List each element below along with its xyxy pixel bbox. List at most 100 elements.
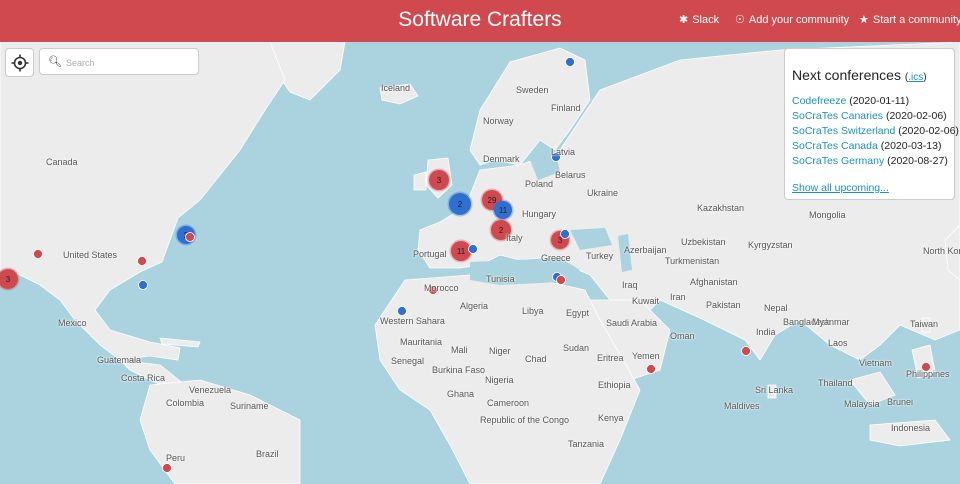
community-marker[interactable] — [556, 275, 566, 285]
community-marker[interactable] — [560, 229, 570, 239]
conference-link[interactable]: Codefreeze — [792, 95, 847, 107]
conference-date: (2020-01-11) — [849, 95, 910, 107]
map-label: Sweden — [516, 85, 549, 95]
conference-link[interactable]: SoCraTes Canaries — [792, 110, 884, 122]
community-marker[interactable] — [921, 362, 931, 372]
map-label: Saudi Arabia — [606, 318, 658, 328]
next-conferences-panel: Next conferences (.ics) Codefreeze (2020… — [784, 48, 959, 200]
map-label: Costa Rica — [121, 373, 166, 383]
community-marker[interactable] — [468, 244, 478, 254]
community-marker[interactable] — [33, 249, 43, 259]
map-label: Turkmenistan — [665, 256, 720, 266]
map-label: Kyrgyzstan — [748, 240, 793, 250]
slack-label: Slack — [692, 14, 720, 26]
community-marker[interactable] — [397, 306, 407, 316]
community-marker[interactable] — [185, 232, 195, 242]
search-input[interactable] — [64, 53, 198, 73]
map-label: Laos — [828, 338, 848, 348]
map-label: Nepal — [764, 303, 788, 313]
map-label: Maldives — [724, 401, 760, 411]
cluster-marker[interactable]: 3 — [427, 168, 451, 192]
map-label: Iran — [670, 292, 686, 302]
map-label: Uzbekistan — [681, 237, 726, 247]
map-label: Belarus — [555, 170, 586, 180]
conference-link[interactable]: SoCraTes Germany — [792, 155, 885, 167]
map-label: Nigeria — [485, 375, 514, 385]
add-community-link[interactable]: ☉ Add your community — [735, 0, 849, 42]
conference-date: (2020-03-13) — [880, 140, 942, 152]
show-all-link[interactable]: Show all upcoming... — [792, 182, 889, 194]
map-label: Algeria — [460, 301, 489, 311]
slack-link[interactable]: ✱ Slack — [679, 0, 719, 42]
cluster-count: 3 — [558, 236, 563, 245]
map-label: Thailand — [818, 378, 853, 388]
map-label: Canada — [46, 157, 78, 167]
community-marker[interactable] — [137, 256, 147, 266]
conference-link[interactable]: SoCraTes Canada — [792, 140, 878, 152]
map-label: Afghanistan — [690, 277, 738, 287]
cluster-count: 11 — [499, 206, 508, 215]
map-label: Guatemala — [97, 355, 142, 365]
map-label: Sudan — [563, 343, 590, 353]
cluster-marker[interactable]: 3 — [0, 267, 20, 291]
start-community-label: Start a community — [872, 14, 960, 26]
map-label: Bangladesh — [783, 317, 831, 327]
map-label: Denmark — [483, 154, 520, 164]
map-label: Republic of the Congo — [480, 415, 570, 425]
start-community-link[interactable]: ★ Start a community — [859, 0, 960, 42]
conference-item: SoCraTes Canaries (2020-02-06) — [792, 110, 947, 122]
conference-link[interactable]: SoCraTes Switzerland — [792, 125, 896, 137]
map-label: Mexico — [58, 318, 87, 328]
map-label: Western Sahara — [380, 316, 445, 326]
conference-item: SoCraTes Germany (2020-08-27) — [792, 155, 948, 167]
map-label: Hungary — [522, 209, 557, 219]
map-label: Sri Lanka — [755, 385, 794, 395]
conference-date: (2020-08-27) — [887, 155, 948, 167]
locate-button[interactable] — [5, 48, 34, 77]
cluster-marker[interactable]: 11 — [449, 239, 473, 263]
map-label: Tunisia — [486, 274, 515, 284]
marker-layer: 322911211323 — [0, 57, 931, 473]
map-label: Yemen — [632, 351, 660, 361]
cluster-marker[interactable]: 11 — [492, 199, 514, 221]
map-label: Libya — [522, 306, 544, 316]
conference-item: SoCraTes Switzerland (2020-02-06) — [792, 125, 959, 137]
cluster-count: 29 — [488, 196, 497, 205]
map-label: Mongolia — [809, 210, 846, 220]
map-label: Cameroon — [487, 398, 530, 408]
map-label: Senegal — [391, 356, 425, 366]
map-label: Suriname — [230, 401, 269, 411]
slack-icon: ✱ — [679, 14, 689, 26]
cluster-count: 2 — [499, 226, 504, 235]
cluster-marker[interactable]: 2 — [447, 191, 473, 217]
map-label: India — [756, 327, 776, 337]
map-label: Mali — [451, 345, 468, 355]
community-marker[interactable] — [741, 346, 751, 356]
community-marker[interactable] — [551, 152, 561, 162]
map-label: Peru — [166, 453, 186, 463]
ics-wrapper: (.ics) — [904, 72, 927, 83]
map-label: Brunei — [887, 397, 914, 407]
community-marker[interactable] — [162, 463, 172, 473]
community-marker[interactable] — [428, 285, 438, 295]
map-label: Venezuela — [189, 385, 232, 395]
conference-date: (2020-02-06) — [885, 110, 947, 122]
map-label: Philippines — [906, 369, 950, 379]
community-marker[interactable] — [646, 364, 656, 374]
map-label: North Korea — [923, 246, 960, 256]
site-title[interactable]: Software Crafters — [398, 8, 562, 31]
map-label: Chad — [525, 354, 547, 364]
map-label: Iraq — [622, 280, 638, 290]
cluster-count: 3 — [437, 176, 442, 185]
map-label: Pakistan — [706, 300, 741, 310]
cluster-marker[interactable]: 2 — [489, 218, 513, 242]
map-label: Burkina Faso — [432, 365, 486, 375]
conference-item: SoCraTes Canada (2020-03-13) — [792, 140, 947, 152]
github-icon: ☉ — [735, 14, 745, 26]
community-marker[interactable] — [565, 57, 575, 67]
map-label: Iceland — [381, 83, 411, 93]
ics-link[interactable]: .ics — [908, 72, 924, 83]
community-marker[interactable] — [138, 280, 148, 290]
map-label: Kazakhstan — [697, 203, 745, 213]
search-icon: 🔍︎ — [48, 56, 62, 68]
